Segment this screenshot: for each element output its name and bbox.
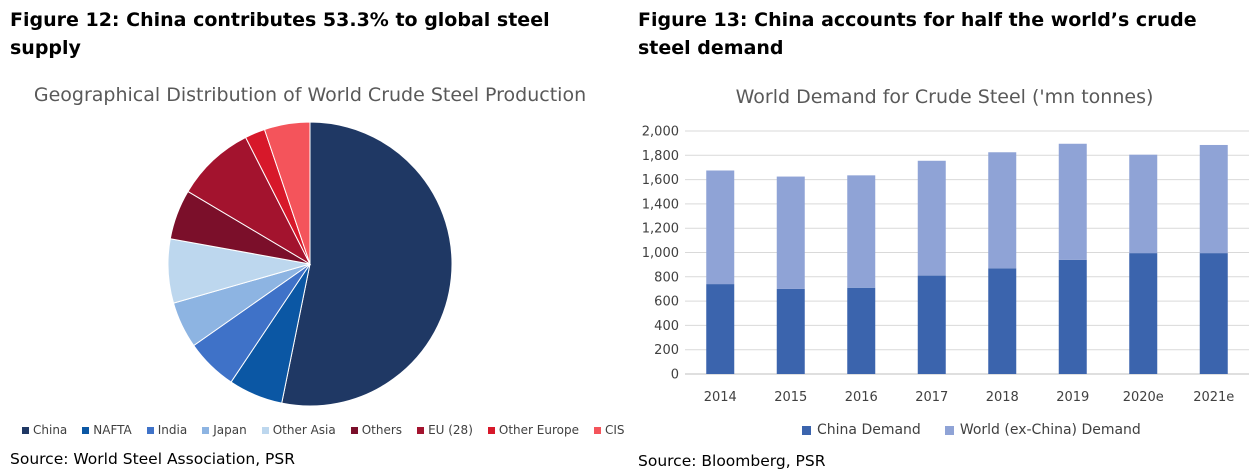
figure-12-heading: Figure 12: China contributes 53.3% to gl… <box>10 9 550 59</box>
bar-y-tick-label: 1,200 <box>642 222 679 237</box>
pie-legend-item-china: China <box>22 423 67 437</box>
bar-world-ex-china-demand-2019 <box>1058 143 1087 260</box>
bar-x-tick-label: 2017 <box>915 390 948 405</box>
bar-x-tick-label: 2014 <box>704 390 737 405</box>
pie-legend-swatch <box>146 426 154 434</box>
pie-legend-label: CIS <box>604 423 625 437</box>
figure-13-source: Source: Bloomberg, PSR <box>638 452 826 470</box>
pie-legend-swatch <box>261 426 269 434</box>
bar-y-tick-label: 2,000 <box>642 125 679 140</box>
pie-legend-swatch <box>593 426 601 434</box>
bar-china-demand-2018 <box>988 268 1017 374</box>
right-figure-panel: Figure 13: China accounts for half the w… <box>630 0 1259 476</box>
bar-china-demand-2016 <box>847 287 876 374</box>
bar-chart: 0 200 400 600 800 1,000 1,200 1,400 1,600 1,800 2,… <box>642 125 1249 405</box>
pie-chart <box>167 121 453 407</box>
pie-legend-swatch <box>202 426 210 434</box>
bar-china-demand-2020e <box>1129 253 1158 374</box>
bar-x-tick-label: 2018 <box>986 390 1019 405</box>
bar-y-tick-label: 600 <box>654 295 679 310</box>
bar-x-tick-label: 2015 <box>774 390 807 405</box>
figure-12-source: Source: World Steel Association, PSR <box>10 450 296 468</box>
left-figure-panel: Figure 12: China contributes 53.3% to gl… <box>0 0 625 476</box>
bar-y-tick-label: 200 <box>654 343 679 358</box>
bar-x-tick-label: 2020e <box>1123 390 1164 405</box>
bar-legend: China Demand World (ex-China) Demand <box>802 422 1165 438</box>
bar-world-ex-china-demand-2014 <box>706 170 735 285</box>
pie-legend-swatch <box>350 426 358 434</box>
pie-legend-item-others: Others <box>350 423 403 437</box>
pie-legend-item-japan: Japan <box>202 423 247 437</box>
bar-china-demand-2021e <box>1199 253 1228 374</box>
pie-legend-label: Other Asia <box>272 423 336 437</box>
bar-y-tick-label: 800 <box>654 270 679 285</box>
pie-legend-label: NAFTA <box>93 423 132 437</box>
pie-legend-label: Japan <box>213 423 247 437</box>
figure-13-heading: Figure 13: China accounts for half the w… <box>638 9 1197 59</box>
bar-x-tick-label: 2016 <box>845 390 878 405</box>
bar-y-tick-label: 400 <box>654 319 679 334</box>
bar-china-demand-2017 <box>917 275 946 374</box>
bar-world-ex-china-demand-2020e <box>1129 154 1158 254</box>
pie-legend-item-other-europe: Other Europe <box>487 423 579 437</box>
bar-legend-swatch <box>944 425 954 435</box>
bar-y-tick-label: 1,800 <box>642 149 679 164</box>
bar-china-demand-2019 <box>1058 259 1087 374</box>
pie-legend-label: China <box>33 423 68 437</box>
bar-china-demand-2014 <box>706 284 735 374</box>
pie-legend-swatch <box>487 426 495 434</box>
bar-x-tick-label: 2021e <box>1193 390 1234 405</box>
bar-world-ex-china-demand-2016 <box>847 175 876 288</box>
pie-legend-item-cis: CIS <box>593 423 625 437</box>
pie-slice-china <box>281 121 453 407</box>
pie-legend-label: EU (28) <box>428 423 473 437</box>
bar-legend-label: World (ex-China) Demand <box>959 422 1141 438</box>
pie-chart-title: Geographical Distribution of World Crude… <box>33 84 587 106</box>
bar-legend-swatch <box>802 425 811 435</box>
pie-legend-swatch <box>82 426 90 434</box>
pie-legend-item-eu-28: EU (28) <box>417 423 473 437</box>
bar-legend-item-world-ex-china-demand: World (ex-China) Demand <box>944 422 1141 438</box>
pie-legend-item-other-asia: Other Asia <box>261 423 336 437</box>
bar-world-ex-china-demand-2015 <box>776 176 805 289</box>
bar-legend-item-china-demand: China Demand <box>802 422 921 438</box>
bar-world-ex-china-demand-2021e <box>1199 144 1228 254</box>
pie-legend-label: Other Europe <box>498 423 579 437</box>
pie-legend-item-india: India <box>146 423 188 437</box>
bar-legend-label: China Demand <box>817 422 921 438</box>
bar-world-ex-china-demand-2018 <box>988 152 1017 269</box>
bar-x-tick-label: 2019 <box>1056 390 1089 405</box>
bar-y-tick-label: 0 <box>671 368 679 383</box>
bar-y-tick-label: 1,400 <box>642 197 679 212</box>
pie-legend-swatch <box>22 426 29 434</box>
bar-y-tick-label: 1,000 <box>642 246 679 261</box>
pie-legend: China NAFTA India Japan Other Asia Others EU (… <box>22 423 640 437</box>
bar-y-tick-label: 1,600 <box>642 173 679 188</box>
pie-legend-label: Others <box>361 423 403 437</box>
pie-slice-eu-28 <box>187 136 312 266</box>
bar-chart-title: World Demand for Crude Steel ('mn tonnes… <box>735 86 1154 108</box>
pie-legend-swatch <box>417 426 425 434</box>
pie-legend-item-nafta: NAFTA <box>82 423 132 437</box>
pie-slice-cis <box>263 121 311 265</box>
bar-china-demand-2015 <box>776 288 805 374</box>
pie-legend-label: India <box>157 423 188 437</box>
bar-world-ex-china-demand-2017 <box>917 160 946 276</box>
